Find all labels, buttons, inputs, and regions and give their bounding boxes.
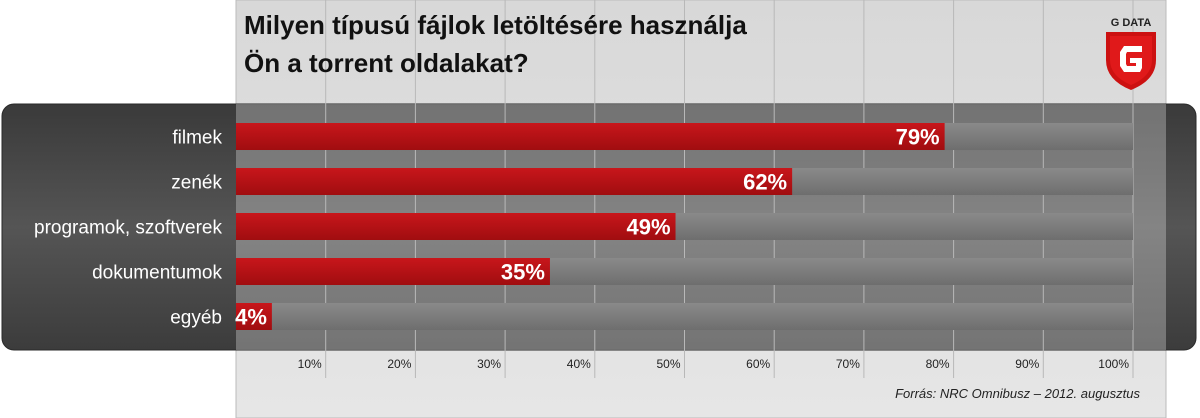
category-label: programok, szoftverek [34,218,222,239]
bar [236,123,945,150]
x-tick-label: 90% [1015,357,1039,371]
category-label: egyéb [170,308,222,329]
bar [236,258,550,285]
bar [236,303,272,330]
category-label: zenék [171,173,222,194]
x-tick-label: 100% [1098,357,1129,371]
chart-title: Milyen típusú fájlok letöltésére használ… [244,6,1064,82]
data-label: 35% [501,260,545,285]
bar [236,168,793,195]
data-label: 49% [626,215,670,240]
x-tick-label: 40% [567,357,591,371]
bar-track [236,303,1133,330]
category-label: dokumentumok [92,263,222,284]
x-tick-label: 50% [656,357,680,371]
title-line-2: Ön a torrent oldalakat? [244,48,529,78]
category-label: filmek [172,128,222,149]
bar [236,213,676,240]
title-line-1: Milyen típusú fájlok letöltésére használ… [244,10,747,40]
x-tick-label: 80% [926,357,950,371]
data-label: 79% [896,125,940,150]
data-label: 62% [743,170,787,195]
data-label: 4% [235,305,267,330]
x-tick-label: 70% [836,357,860,371]
x-tick-label: 60% [746,357,770,371]
x-tick-label: 30% [477,357,501,371]
source-note: Forrás: NRC Omnibusz – 2012. augusztus [895,386,1140,401]
x-tick-label: 10% [298,357,322,371]
g-data-shield-logo: G DATA [1100,14,1162,92]
svg-text:G DATA: G DATA [1111,17,1152,29]
x-tick-label: 20% [387,357,411,371]
